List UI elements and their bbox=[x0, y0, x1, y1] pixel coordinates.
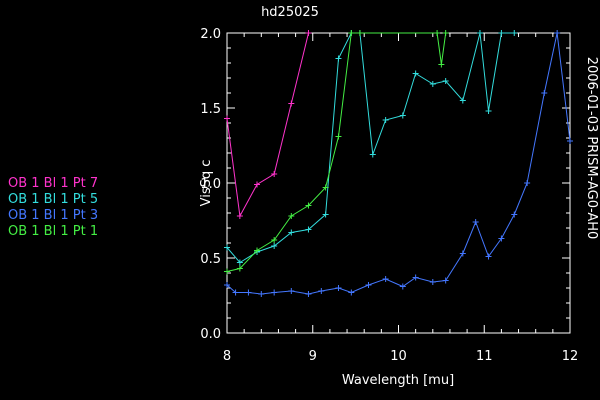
data-point-marker bbox=[511, 211, 518, 218]
data-point-marker bbox=[224, 282, 230, 288]
data-point-marker bbox=[524, 180, 531, 186]
data-point-marker bbox=[288, 100, 295, 107]
data-point-marker bbox=[412, 274, 419, 281]
legend-entry: OB 1 Bl 1 Pt 5 bbox=[8, 192, 98, 207]
legend-entry: OB 1 Bl 1 Pt 7 bbox=[8, 176, 98, 191]
data-point-marker bbox=[271, 289, 278, 296]
data-point-marker bbox=[335, 55, 342, 62]
data-point-marker bbox=[511, 30, 518, 36]
data-point-marker bbox=[305, 226, 312, 233]
data-point-marker bbox=[318, 288, 325, 294]
data-point-marker bbox=[258, 291, 265, 297]
data-point-marker bbox=[567, 138, 573, 144]
y-tick-label: 0.0 bbox=[200, 327, 221, 342]
data-point-marker bbox=[429, 81, 436, 87]
legend: OB 1 Bl 1 Pt 7OB 1 Bl 1 Pt 5OB 1 Bl 1 Pt… bbox=[8, 176, 98, 239]
data-point-marker bbox=[254, 181, 261, 188]
data-point-marker bbox=[498, 30, 505, 36]
series-2 bbox=[224, 30, 518, 266]
x-tick-label: 12 bbox=[562, 349, 579, 364]
data-point-marker bbox=[541, 90, 548, 96]
data-point-marker bbox=[442, 30, 449, 36]
data-point-marker bbox=[498, 235, 505, 242]
data-point-marker bbox=[382, 276, 389, 282]
data-point-marker bbox=[288, 229, 295, 236]
data-point-marker bbox=[224, 115, 230, 122]
data-point-marker bbox=[485, 108, 492, 114]
data-point-marker bbox=[399, 283, 406, 290]
x-axis: 8 9 10 11 12 bbox=[223, 33, 578, 364]
data-point-marker bbox=[224, 268, 230, 275]
series-line bbox=[226, 32, 309, 218]
x-axis-label: Wavelength [mu] bbox=[342, 373, 454, 388]
data-point-marker bbox=[369, 151, 376, 158]
y-tick-label: 1.0 bbox=[200, 177, 221, 192]
x-tick-label: 9 bbox=[309, 349, 317, 364]
data-point-marker bbox=[271, 171, 278, 177]
x-tick-label: 11 bbox=[476, 349, 493, 364]
data-point-marker bbox=[438, 61, 445, 68]
data-point-marker bbox=[442, 277, 449, 284]
data-point-marker bbox=[412, 70, 419, 77]
data-point-marker bbox=[442, 78, 449, 84]
data-point-marker bbox=[429, 279, 436, 285]
data-point-marker bbox=[245, 289, 252, 296]
series-3 bbox=[224, 30, 573, 297]
y-tick-label: 0.5 bbox=[200, 252, 221, 267]
data-point-marker bbox=[271, 243, 278, 249]
plot-frame bbox=[226, 32, 571, 334]
side-label: 2006-01-03 PRISM-AG0-AH0 bbox=[584, 57, 599, 240]
y-tick-label: 1.5 bbox=[200, 102, 221, 117]
series-line bbox=[226, 32, 515, 264]
data-point-marker bbox=[305, 202, 312, 209]
data-point-marker bbox=[382, 117, 389, 123]
data-point-marker bbox=[348, 30, 355, 36]
data-point-marker bbox=[399, 112, 406, 119]
series-line bbox=[226, 32, 447, 272]
y-axis: 0.0 0.5 1.0 1.5 2.0 bbox=[200, 27, 570, 342]
data-point-marker bbox=[232, 289, 239, 296]
data-point-marker bbox=[322, 184, 329, 191]
y-axis-label: VisSq c bbox=[199, 160, 214, 207]
chart-title: hd25025 bbox=[261, 5, 319, 20]
x-tick-label: 10 bbox=[390, 349, 407, 364]
data-point-marker bbox=[305, 291, 312, 297]
data-point-marker bbox=[288, 213, 295, 219]
series-line bbox=[226, 32, 571, 295]
legend-entry: OB 1 Bl 1 Pt 1 bbox=[8, 224, 98, 239]
data-point-marker bbox=[288, 288, 295, 294]
data-point-marker bbox=[472, 219, 479, 225]
series-4 bbox=[224, 30, 449, 275]
data-point-marker bbox=[305, 30, 312, 36]
data-point-marker bbox=[224, 244, 230, 251]
data-point-marker bbox=[236, 213, 243, 219]
y-tick-label: 2.0 bbox=[200, 27, 221, 42]
data-point-marker bbox=[236, 265, 243, 272]
data-point-marker bbox=[459, 97, 466, 104]
data-point-marker bbox=[356, 30, 363, 36]
legend-entry: OB 1 Bl 1 Pt 3 bbox=[8, 208, 98, 223]
data-point-marker bbox=[271, 237, 278, 243]
data-point-marker bbox=[254, 247, 261, 254]
data-point-marker bbox=[365, 282, 372, 288]
data-point-marker bbox=[335, 133, 342, 140]
series-layer bbox=[224, 30, 573, 297]
data-point-marker bbox=[322, 211, 329, 218]
series-1 bbox=[224, 30, 312, 219]
x-tick-label: 8 bbox=[223, 349, 231, 364]
data-point-marker bbox=[335, 285, 342, 291]
data-point-marker bbox=[485, 253, 492, 260]
data-point-marker bbox=[476, 30, 483, 36]
data-point-marker bbox=[348, 289, 355, 296]
data-point-marker bbox=[459, 250, 466, 257]
data-point-marker bbox=[554, 30, 561, 36]
data-point-marker bbox=[236, 259, 243, 266]
data-point-marker bbox=[434, 30, 441, 36]
